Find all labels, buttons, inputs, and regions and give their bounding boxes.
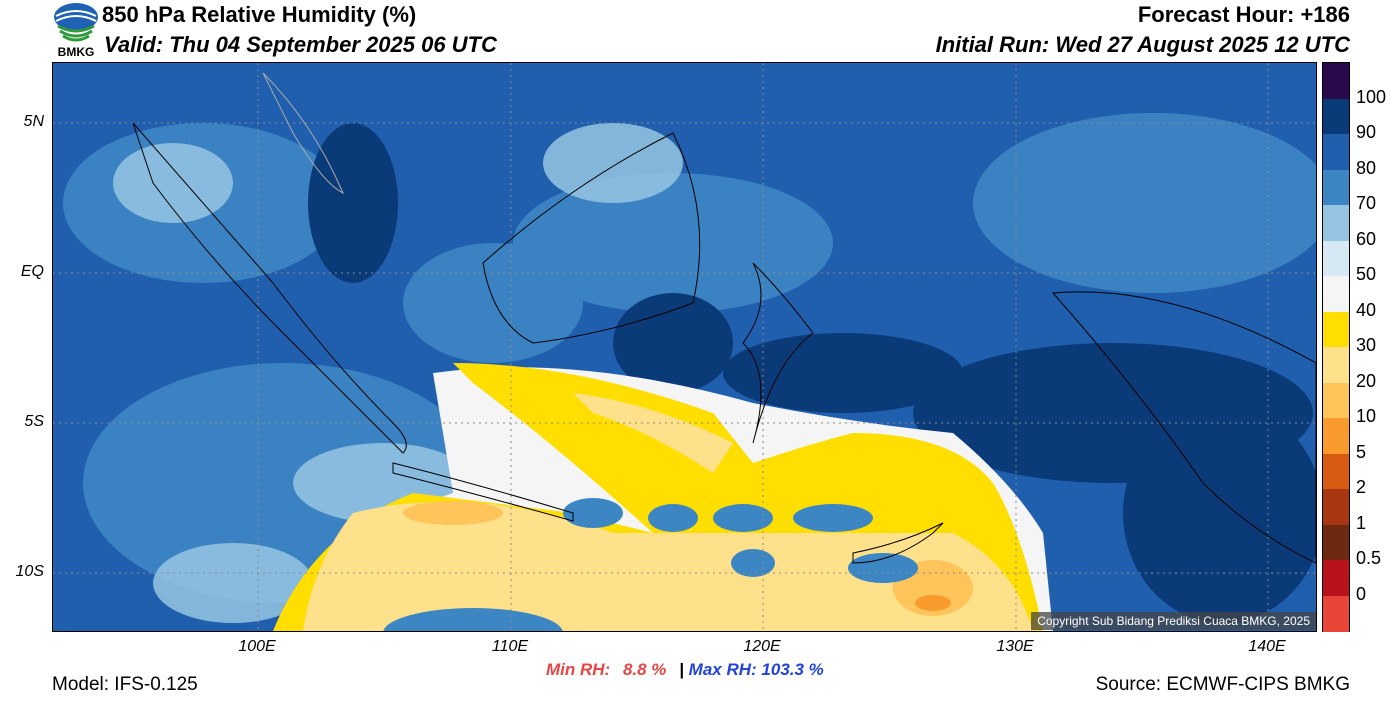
lat-label-5n: 5N [23, 113, 44, 130]
colorbar-label: 100 [1356, 86, 1387, 107]
lat-label-5s: 5S [24, 413, 44, 430]
colorbar-label: 60 [1356, 228, 1377, 249]
colorbar-segment [1323, 524, 1349, 561]
coastlines [132, 72, 1316, 564]
colorbar-label: 2 [1356, 477, 1367, 497]
forecast-hour: Forecast Hour: +186 [1137, 2, 1350, 27]
colorbar-label: 1 [1356, 512, 1367, 533]
lat-label-eq: EQ [20, 263, 44, 280]
colorbar-segment [1323, 418, 1349, 454]
colorbar-segment [1323, 276, 1349, 312]
colorbar-label: 10 [1356, 406, 1377, 426]
lon-label-140e: 140E [1248, 638, 1286, 655]
colorbar-label: 20 [1356, 370, 1377, 391]
colorbar-label: 90 [1356, 122, 1377, 142]
colorbar-label: 40 [1356, 299, 1377, 320]
colorbar-label: 70 [1356, 193, 1377, 213]
lon-label-120e: 120E [743, 638, 781, 655]
lon-label-130e: 130E [996, 638, 1034, 655]
colorbar-label: 0 [1356, 583, 1367, 604]
colorbar-label: 0.5 [1356, 548, 1382, 568]
colorbar-label: 5 [1356, 441, 1367, 462]
colorbar-segment [1323, 134, 1349, 170]
humidity-map [52, 62, 1317, 632]
min-rh-value: 8.8 % [622, 660, 667, 679]
colorbar-segment [1323, 560, 1349, 596]
initial-run: Initial Run: Wed 27 August 2025 12 UTC [935, 32, 1350, 57]
model-info: Model: IFS-0.125 [52, 674, 198, 695]
min-rh-label: Min RH: [546, 660, 611, 679]
colorbar-segment [1323, 169, 1349, 206]
bmkg-logo: BMKG [52, 2, 100, 59]
lon-label-100e: 100E [238, 638, 276, 655]
stats-separator: | [679, 660, 684, 679]
copyright-notice: Copyright Sub Bidang Prediksi Cuaca BMKG… [1031, 612, 1316, 630]
dry-zone-tan-north [573, 393, 733, 473]
lat-label-10s: 10S [15, 563, 44, 580]
dry-zone-tan [303, 501, 1033, 631]
colorbar-segment [1323, 595, 1349, 632]
field-5-10 [915, 595, 951, 611]
graticule [53, 63, 1316, 631]
colorbar-label: 50 [1356, 264, 1377, 284]
colorbar-segment [1323, 382, 1349, 419]
colorbar-segment [1323, 205, 1349, 241]
colorbar-segment [1323, 453, 1349, 490]
colorbar-segment [1323, 347, 1349, 383]
logo-text: BMKG [57, 45, 95, 59]
colorbar-segment [1323, 489, 1349, 525]
colorbar-segment [1323, 98, 1349, 135]
valid-time: Valid: Thu 04 September 2025 06 UTC [104, 32, 497, 57]
colorbar-label: 30 [1356, 335, 1377, 355]
max-rh-value: 103.3 % [761, 660, 824, 679]
lon-label-110e: 110E [491, 638, 529, 655]
colorbar-label: 80 [1356, 157, 1377, 178]
rh-stats: Min RH: 8.8 % | Max RH: 103.3 % [546, 660, 824, 680]
colorbar-segment [1323, 311, 1349, 348]
page-title: 850 hPa Relative Humidity (%) [102, 2, 417, 27]
colorbar-segment [1323, 63, 1349, 99]
max-rh-label: Max RH: [688, 660, 757, 679]
source-info: Source: ECMWF-CIPS BMKG [1095, 674, 1350, 695]
island-moisture [383, 498, 918, 631]
colorbar [1322, 62, 1350, 632]
colorbar-segment [1323, 240, 1349, 277]
